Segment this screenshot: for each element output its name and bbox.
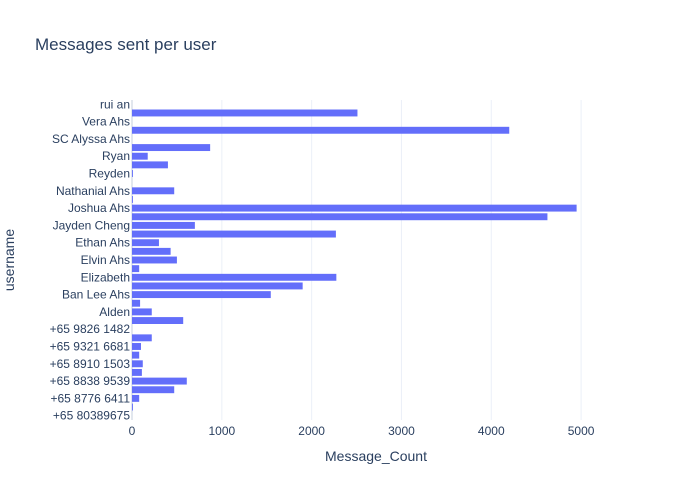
bar[interactable] (132, 239, 159, 247)
bar[interactable] (132, 360, 143, 368)
y-tick-label: Ban Lee Ahs (62, 288, 130, 302)
x-tick-label: 4000 (478, 424, 505, 438)
bar[interactable] (132, 256, 177, 264)
bar[interactable] (132, 144, 211, 152)
y-tick-label: +65 8776 6411 (50, 391, 130, 405)
y-tick-label: Ethan Ahs (75, 236, 130, 250)
bar[interactable] (132, 368, 142, 376)
y-tick-label: Nathanial Ahs (56, 184, 130, 198)
bar[interactable] (132, 282, 303, 290)
bar[interactable] (132, 109, 358, 117)
x-tick-labels: 0 1000 2000 3000 4000 5000 (129, 424, 595, 438)
bar[interactable] (132, 247, 171, 255)
x-tick-label: 0 (129, 424, 136, 438)
y-tick-label: Ryan (102, 149, 130, 163)
bar[interactable] (132, 394, 140, 402)
bar[interactable] (132, 343, 141, 350)
y-tick-labels: +65 80389675 +65 8776 6411 +65 8838 9539 +6… (50, 97, 131, 422)
y-tick-label: +65 80389675 (53, 409, 130, 423)
bar[interactable] (132, 221, 195, 229)
bar[interactable] (132, 386, 175, 394)
bar[interactable] (132, 317, 184, 324)
bar[interactable] (132, 291, 271, 299)
y-tick-label: +65 8910 1503 (50, 357, 131, 371)
bar[interactable] (132, 230, 336, 238)
bar[interactable] (132, 170, 133, 177)
bar[interactable] (132, 161, 168, 169)
y-tick-label: Jayden Cheng (53, 218, 130, 232)
y-tick-label: Elizabeth (81, 270, 130, 284)
y-tick-label: SC Alyssa Ahs (52, 132, 130, 146)
bar[interactable] (132, 187, 175, 195)
bar[interactable] (132, 213, 548, 221)
bar[interactable] (132, 403, 133, 411)
y-tick-label: +65 8838 9539 (50, 374, 131, 388)
chart-title: Messages sent per user (35, 35, 217, 54)
bar[interactable] (132, 204, 577, 212)
bar[interactable] (132, 273, 337, 281)
bar[interactable] (132, 351, 140, 359)
y-tick-label: Alden (99, 305, 130, 319)
y-tick-label: +65 9321 6681 (50, 339, 131, 353)
bar[interactable] (132, 308, 152, 316)
bar[interactable] (132, 334, 152, 342)
y-tick-label: Elvin Ahs (81, 253, 130, 267)
y-tick-label: Reyden (89, 167, 130, 181)
bar[interactable] (132, 126, 510, 134)
x-tick-label: 2000 (298, 424, 325, 438)
bar[interactable] (132, 196, 133, 203)
y-axis-title: username (1, 229, 17, 291)
x-tick-label: 5000 (568, 424, 595, 438)
bar[interactable] (132, 299, 141, 307)
bar[interactable] (132, 377, 187, 385)
y-tick-label: Joshua Ahs (68, 201, 130, 215)
bar[interactable] (132, 265, 140, 273)
x-tick-label: 1000 (208, 424, 235, 438)
x-tick-label: 3000 (388, 424, 415, 438)
y-tick-label: Vera Ahs (82, 115, 130, 129)
y-tick-label: rui an (100, 97, 130, 111)
x-axis-title: Message_Count (325, 448, 427, 464)
bars (132, 109, 577, 411)
y-tick-label: +65 9826 1482 (50, 322, 131, 336)
bar[interactable] (132, 152, 148, 160)
